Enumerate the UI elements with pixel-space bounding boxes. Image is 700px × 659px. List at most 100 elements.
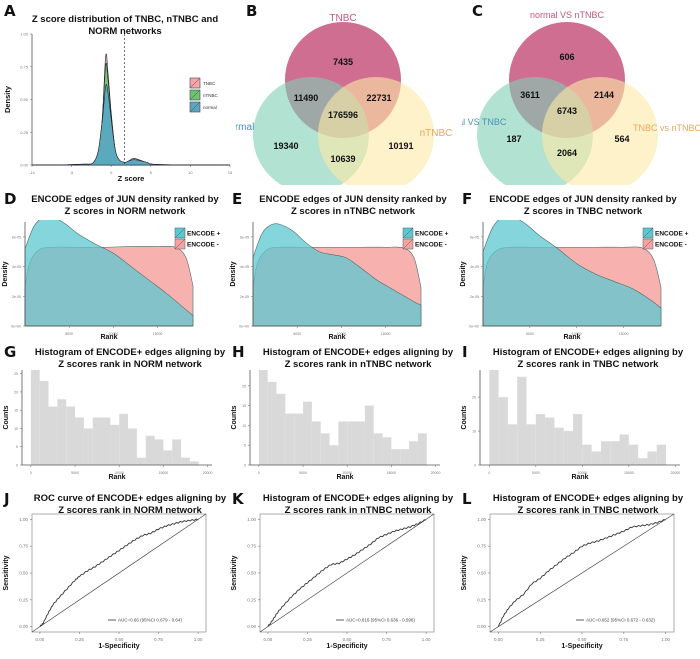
x-axis-label: Rank xyxy=(571,474,588,481)
x-tick-label: 10000 xyxy=(337,332,347,336)
histogram-bar xyxy=(285,413,295,465)
panel-d-title: ENCODE edges of JUN density ranked by Z … xyxy=(20,194,230,218)
histogram-bar xyxy=(545,417,555,465)
y-tick-label: 0 xyxy=(474,464,476,468)
panel-k-title: Histogram of ENCODE+ edges aligning by Z… xyxy=(258,493,458,517)
histogram-bar xyxy=(189,461,199,465)
panel-h-chart: 0 5000 10000 15000 20000 0 5 10 15 20 Rank Counts xyxy=(231,370,441,481)
y-tick-label: 5 xyxy=(16,445,18,449)
panel-label-a: A xyxy=(4,2,16,20)
y-tick-label: 0.00 xyxy=(247,624,256,629)
histogram-bar xyxy=(517,376,527,465)
venn-region-left-only: 19340 xyxy=(273,141,298,151)
histogram-bar xyxy=(267,381,277,465)
x-axis-label: Rank xyxy=(100,334,117,341)
panel-b-venn: TNBC normal nTNBC 7435 11490 22731 176596 19340… xyxy=(236,13,453,185)
x-tick-label: 15000 xyxy=(624,471,634,475)
x-tick-label: 5000 xyxy=(299,471,307,475)
legend-label-auc: AUC=0.66 (95%CI 0.679 - 0.64) xyxy=(118,618,182,623)
histogram-bar xyxy=(110,424,120,465)
x-tick-label: 20000 xyxy=(670,471,680,475)
y-tick-label: 4e-05 xyxy=(12,265,21,269)
x-tick-label: 0.25 xyxy=(536,637,545,642)
histogram-bar xyxy=(364,405,374,465)
diagonal-reference-line xyxy=(489,513,675,633)
panel-i-title: Histogram of ENCODE+ edges aligning by Z… xyxy=(488,347,688,371)
legend-label-normal: normal xyxy=(203,105,217,110)
y-axis-label: Density xyxy=(230,261,237,286)
x-tick-label: 1.00 xyxy=(661,637,670,642)
x-tick-label: 0.50 xyxy=(578,637,587,642)
histogram-bar xyxy=(400,449,410,465)
panel-f-title-line-2: Z scores in TNBC network xyxy=(523,206,643,217)
venn-region-left-only: 187 xyxy=(506,134,521,144)
x-tick-label: 15 xyxy=(228,170,233,175)
y-tick-label: 15 xyxy=(14,409,18,413)
venn-set-label-right: TNBC vs nTNBC xyxy=(633,123,700,133)
venn-region-top-left: 3611 xyxy=(520,90,540,100)
venn-region-bottom: 10639 xyxy=(330,154,355,164)
panel-g-chart: 0 5000 10000 15000 20000 0 5 10 15 20 25 Rank Counts xyxy=(3,370,213,481)
histogram-bar xyxy=(338,421,348,465)
x-axis-label: Rank xyxy=(563,334,580,341)
diagonal-reference-line xyxy=(259,513,435,633)
y-tick-label: 15 xyxy=(242,404,246,408)
legend-swatch-slash xyxy=(174,227,186,239)
venn-region-right-only: 564 xyxy=(614,134,629,144)
x-tick-label: 5000 xyxy=(65,332,73,336)
x-tick-label: 15000 xyxy=(159,471,169,475)
y-tick-label: 0.25 xyxy=(247,597,256,602)
histogram-bar xyxy=(382,437,392,465)
x-tick-label: 0 xyxy=(488,471,490,475)
legend-swatch-slash xyxy=(189,77,201,89)
x-axis-label: 1-Specificity xyxy=(326,643,367,650)
x-axis-label: 1-Specificity xyxy=(561,643,602,650)
y-axis-label: Sensitivity xyxy=(231,555,238,590)
legend-label-encode-plus: ENCODE + xyxy=(415,231,449,238)
legend-label-ntnbc: nTNBC xyxy=(203,93,219,98)
panel-label-e: E xyxy=(232,190,243,208)
histogram-bar xyxy=(66,406,76,465)
venn-region-center: 6743 xyxy=(557,106,577,116)
panel-i-title-line-2: Z scores rank in TNBC network xyxy=(517,359,659,370)
histogram-bar xyxy=(39,380,49,465)
x-axis-label: Z score xyxy=(118,174,145,183)
venn-region-top-right: 2144 xyxy=(594,90,614,100)
panel-f-chart: 5000 10000 15000 0e+00 2e-05 4e-05 6e-05 Rank De… xyxy=(460,220,689,341)
panel-h-title: Histogram of ENCODE+ edges aligning by Z… xyxy=(258,347,458,371)
x-tick-label: 5000 xyxy=(532,471,540,475)
histogram-bar xyxy=(498,397,508,465)
panel-k-title-line-2: Z scores rank in nTNBC network xyxy=(284,505,432,516)
y-tick-label: 0.00 xyxy=(19,624,28,629)
venn-set-label-right: nTNBC xyxy=(420,128,453,139)
y-tick-label: 20 xyxy=(242,384,246,388)
x-tick-label: 0 xyxy=(30,471,32,475)
legend-swatch-slash xyxy=(642,227,654,239)
histogram-bar xyxy=(391,449,401,465)
x-tick-label: 5000 xyxy=(71,471,79,475)
density-area-encode-plus xyxy=(24,220,194,327)
panel-f-title: ENCODE edges of JUN density ranked by Z … xyxy=(478,194,688,218)
panel-label-g: G xyxy=(4,343,17,361)
histogram-bar xyxy=(303,401,312,465)
x-axis-label: Rank xyxy=(328,334,345,341)
x-tick-label: 10 xyxy=(188,170,193,175)
histogram-bar xyxy=(554,427,564,465)
y-tick-label: 0.75 xyxy=(19,544,28,549)
histogram-bar xyxy=(656,444,667,465)
x-tick-label: 15000 xyxy=(381,332,391,336)
x-tick-label: 0 xyxy=(258,471,260,475)
y-tick-label: 2e-05 xyxy=(12,295,21,299)
histogram-bar xyxy=(638,458,648,465)
y-tick-label: 0.75 xyxy=(20,64,29,69)
histogram-bar xyxy=(628,444,639,465)
panel-l-title: Histogram of ENCODE+ edges aligning by Z… xyxy=(488,493,688,517)
x-tick-label: 10000 xyxy=(114,471,124,475)
panel-i-chart: 0 5000 10000 15000 20000 0 10 20 Rank Counts xyxy=(461,370,680,481)
y-tick-label: 6e-05 xyxy=(470,235,479,239)
panel-j-title-line-1: ROC curve of ENCODE+ edges aligning by xyxy=(33,493,227,504)
histogram-bar xyxy=(128,428,137,465)
panel-a-chart: -10 -5 0 5 10 15 0.00 0.25 0.50 0.75 1.00 Z score De… xyxy=(3,32,233,184)
y-tick-label: 0 xyxy=(16,464,18,468)
panel-label-i: I xyxy=(462,343,468,361)
